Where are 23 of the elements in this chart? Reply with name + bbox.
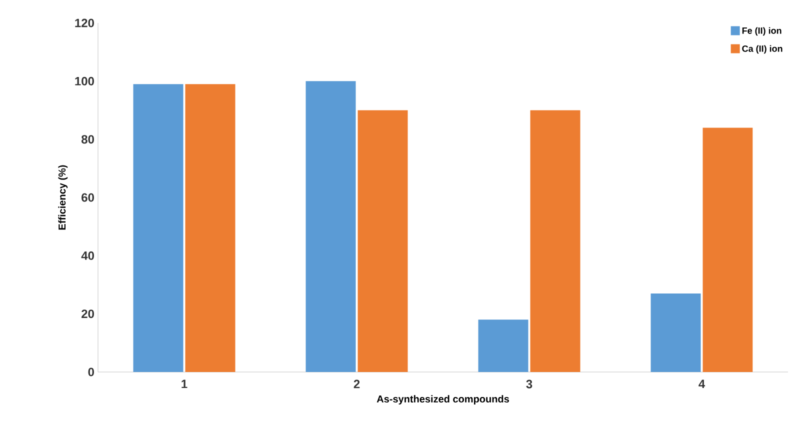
y-tick-label: 80: [82, 135, 94, 144]
bar: [185, 84, 236, 372]
bar: [478, 320, 528, 372]
y-tick-label: 60: [82, 193, 94, 202]
y-axis-title: Efficiency (%): [58, 165, 68, 230]
x-tick-label: 3: [526, 380, 532, 388]
y-tick-label: 100: [75, 76, 94, 86]
x-tick-label: 1: [182, 380, 188, 388]
legend-label: Fe (II) ion: [742, 27, 782, 36]
y-tick-label: 120: [75, 18, 94, 28]
bar: [306, 81, 356, 372]
bar: [358, 110, 408, 372]
legend-label: Ca (II) ion: [742, 45, 782, 54]
x-axis-title: As-synthesized compounds: [376, 395, 509, 404]
y-tick-label: 40: [81, 251, 94, 260]
bar: [133, 84, 184, 372]
bar: [530, 110, 580, 372]
x-tick-label: 2: [354, 380, 360, 388]
x-tick-label: 4: [698, 380, 706, 388]
bar: [650, 293, 701, 372]
y-tick-label: 20: [82, 310, 94, 318]
y-tick-label: 0: [88, 368, 94, 376]
bar: [702, 128, 753, 372]
